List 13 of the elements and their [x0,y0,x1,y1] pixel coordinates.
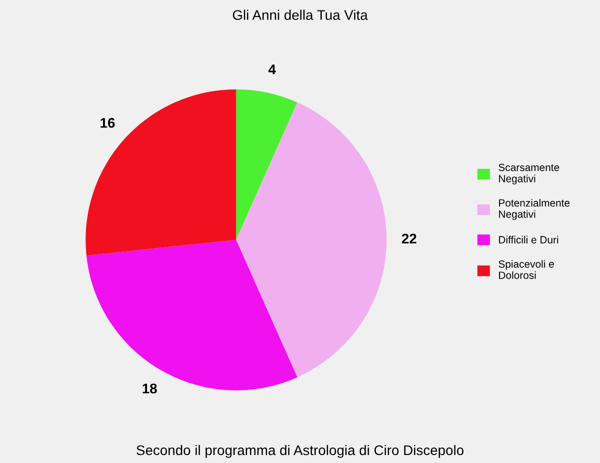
legend-label: Potenzialmente Negativi [499,198,570,220]
data-label: 22 [402,234,416,244]
data-label: 18 [142,384,157,394]
data-label: 16 [100,118,115,128]
pie-slice [236,102,387,378]
pie-slice [86,89,236,256]
text: Secondo il programma di Astrologia di Ciro Discepolo [136,444,464,458]
legend-label: Spiacevoli e Dolorosi [498,260,554,279]
pie-slice [236,89,298,240]
legend-label: Scarsamente Negativi [498,164,560,184]
legend-label: Difficili e Duri [499,236,558,244]
chart-title: Gli Anni della Tua Vita [232,10,368,20]
data-label: 4 [268,64,276,74]
